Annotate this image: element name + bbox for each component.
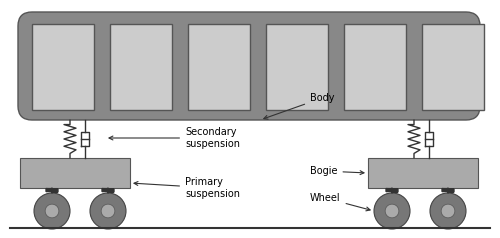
Text: Wheel: Wheel bbox=[310, 193, 370, 211]
Circle shape bbox=[430, 193, 466, 229]
Circle shape bbox=[385, 204, 399, 218]
FancyBboxPatch shape bbox=[32, 24, 94, 110]
FancyBboxPatch shape bbox=[188, 24, 250, 110]
FancyBboxPatch shape bbox=[422, 24, 484, 110]
Text: Bogie: Bogie bbox=[310, 166, 364, 176]
Circle shape bbox=[441, 204, 455, 218]
Circle shape bbox=[34, 193, 70, 229]
FancyBboxPatch shape bbox=[110, 24, 172, 110]
Circle shape bbox=[90, 193, 126, 229]
Circle shape bbox=[374, 193, 410, 229]
FancyBboxPatch shape bbox=[344, 24, 406, 110]
Circle shape bbox=[45, 204, 59, 218]
Text: Secondary
suspension: Secondary suspension bbox=[109, 127, 240, 149]
Circle shape bbox=[101, 204, 115, 218]
Text: Primary
suspension: Primary suspension bbox=[134, 177, 240, 199]
Bar bbox=[368, 158, 478, 188]
FancyBboxPatch shape bbox=[266, 24, 328, 110]
Text: Body: Body bbox=[264, 93, 334, 119]
FancyBboxPatch shape bbox=[18, 12, 480, 120]
Bar bbox=[20, 158, 130, 188]
